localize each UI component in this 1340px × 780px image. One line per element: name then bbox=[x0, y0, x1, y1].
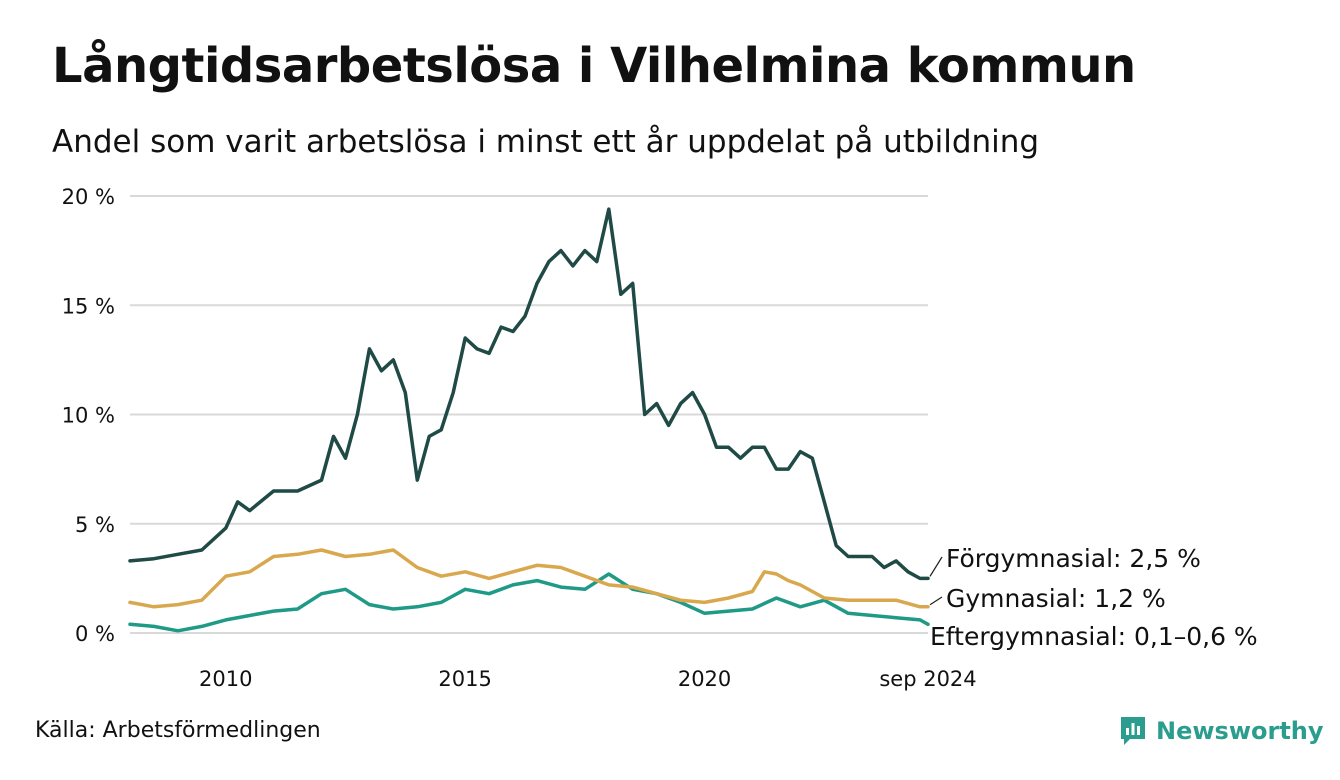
series-end-label: Eftergymnasial: 0,1–0,6 % bbox=[930, 622, 1258, 651]
y-tick-label: 10 % bbox=[62, 404, 115, 428]
line-chart: 0 %5 %10 %15 %20 % 2010 2015 2020 sep 2024 … bbox=[62, 185, 1258, 691]
brand-logo[interactable]: Newsworthy bbox=[1118, 714, 1324, 748]
series-line-eftergymnasial bbox=[128, 572, 930, 633]
y-tick-label: 20 % bbox=[62, 185, 115, 209]
series-lines bbox=[128, 207, 930, 633]
label-leader-line bbox=[929, 596, 943, 606]
series-line-förgymnasial bbox=[128, 207, 930, 581]
newsworthy-logo-icon bbox=[1121, 717, 1145, 745]
label-leader-line bbox=[929, 556, 943, 577]
brand-name: Newsworthy bbox=[1156, 717, 1324, 745]
series-end-label: Förgymnasial: 2,5 % bbox=[946, 544, 1201, 573]
y-axis: 0 % 5 % 10 % 15 % 20 % bbox=[62, 185, 115, 646]
y-tick-label: 5 % bbox=[75, 513, 115, 537]
series-end-label: Gymnasial: 1,2 % bbox=[946, 584, 1166, 613]
x-tick-label: 2010 bbox=[199, 667, 252, 691]
source-note: Källa: Arbetsförmedlingen bbox=[35, 718, 321, 743]
x-tick-label: 2020 bbox=[678, 667, 731, 691]
series-end-labels: Förgymnasial: 2,5 % Gymnasial: 1,2 % Efter… bbox=[929, 544, 1258, 651]
x-tick-label: sep 2024 bbox=[879, 667, 976, 691]
y-tick-label: 15 % bbox=[62, 294, 115, 318]
y-tick-label: 0 % bbox=[75, 622, 115, 646]
chart-subtitle: Andel som varit arbetslösa i minst ett å… bbox=[52, 124, 1040, 160]
x-axis: 2010 2015 2020 sep 2024 bbox=[199, 667, 977, 691]
chart-title: Långtidsarbetslösa i Vilhelmina kommun bbox=[52, 38, 1136, 94]
series-line-gymnasial bbox=[128, 548, 930, 609]
x-tick-label: 2015 bbox=[438, 667, 491, 691]
gridlines bbox=[130, 195, 928, 634]
